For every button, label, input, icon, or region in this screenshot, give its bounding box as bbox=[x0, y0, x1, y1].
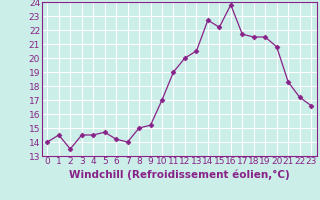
X-axis label: Windchill (Refroidissement éolien,°C): Windchill (Refroidissement éolien,°C) bbox=[69, 169, 290, 180]
